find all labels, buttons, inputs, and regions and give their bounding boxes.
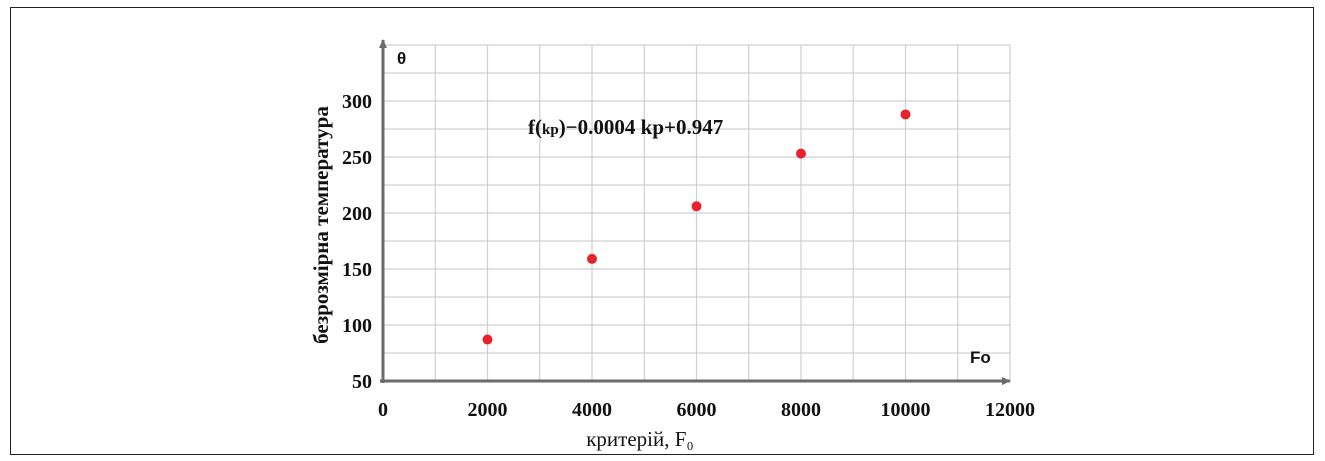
y-tick-label: 100 xyxy=(342,315,372,337)
grid-lines xyxy=(383,44,1011,381)
data-point xyxy=(587,253,597,264)
x-tick-labels: 0 2000 4000 6000 8000 10000 12000 xyxy=(378,399,1035,421)
x-tick-label: 10000 xyxy=(881,399,931,421)
annotation-suffix: )−0.0004 kp+0.947 xyxy=(559,115,724,139)
data-point xyxy=(482,334,493,345)
y-tick-label: 250 xyxy=(342,147,372,169)
x-axis-symbol: Fo xyxy=(970,348,991,367)
y-axis-symbol: θ xyxy=(397,49,406,68)
x-tick-label: 2000 xyxy=(468,399,508,421)
x-tick-label: 8000 xyxy=(781,399,821,421)
y-tick-label: 300 xyxy=(342,91,372,113)
data-point xyxy=(796,148,806,159)
data-point xyxy=(691,201,702,212)
annotation-prefix: f( xyxy=(528,115,542,139)
y-tick-label: 50 xyxy=(352,371,372,393)
annotation-subscript: kp xyxy=(542,122,559,138)
data-point xyxy=(900,109,911,120)
x-tick-label: 12000 xyxy=(985,399,1035,421)
y-axis-label: безрозмірна температура xyxy=(309,106,333,344)
x-tick-label: 6000 xyxy=(677,399,717,421)
y-tick-label: 200 xyxy=(342,203,372,225)
y-tick-labels: 50 100 150 200 250 300 xyxy=(342,91,372,393)
x-axis-label: критерій, F₀ xyxy=(586,427,694,451)
y-tick-label: 150 xyxy=(342,259,372,281)
data-points xyxy=(482,109,911,345)
regression-annotation: f(kp)−0.0004 kp+0.947 xyxy=(528,115,723,139)
x-tick-label: 4000 xyxy=(572,399,612,421)
x-tick-label: 0 xyxy=(378,399,388,421)
